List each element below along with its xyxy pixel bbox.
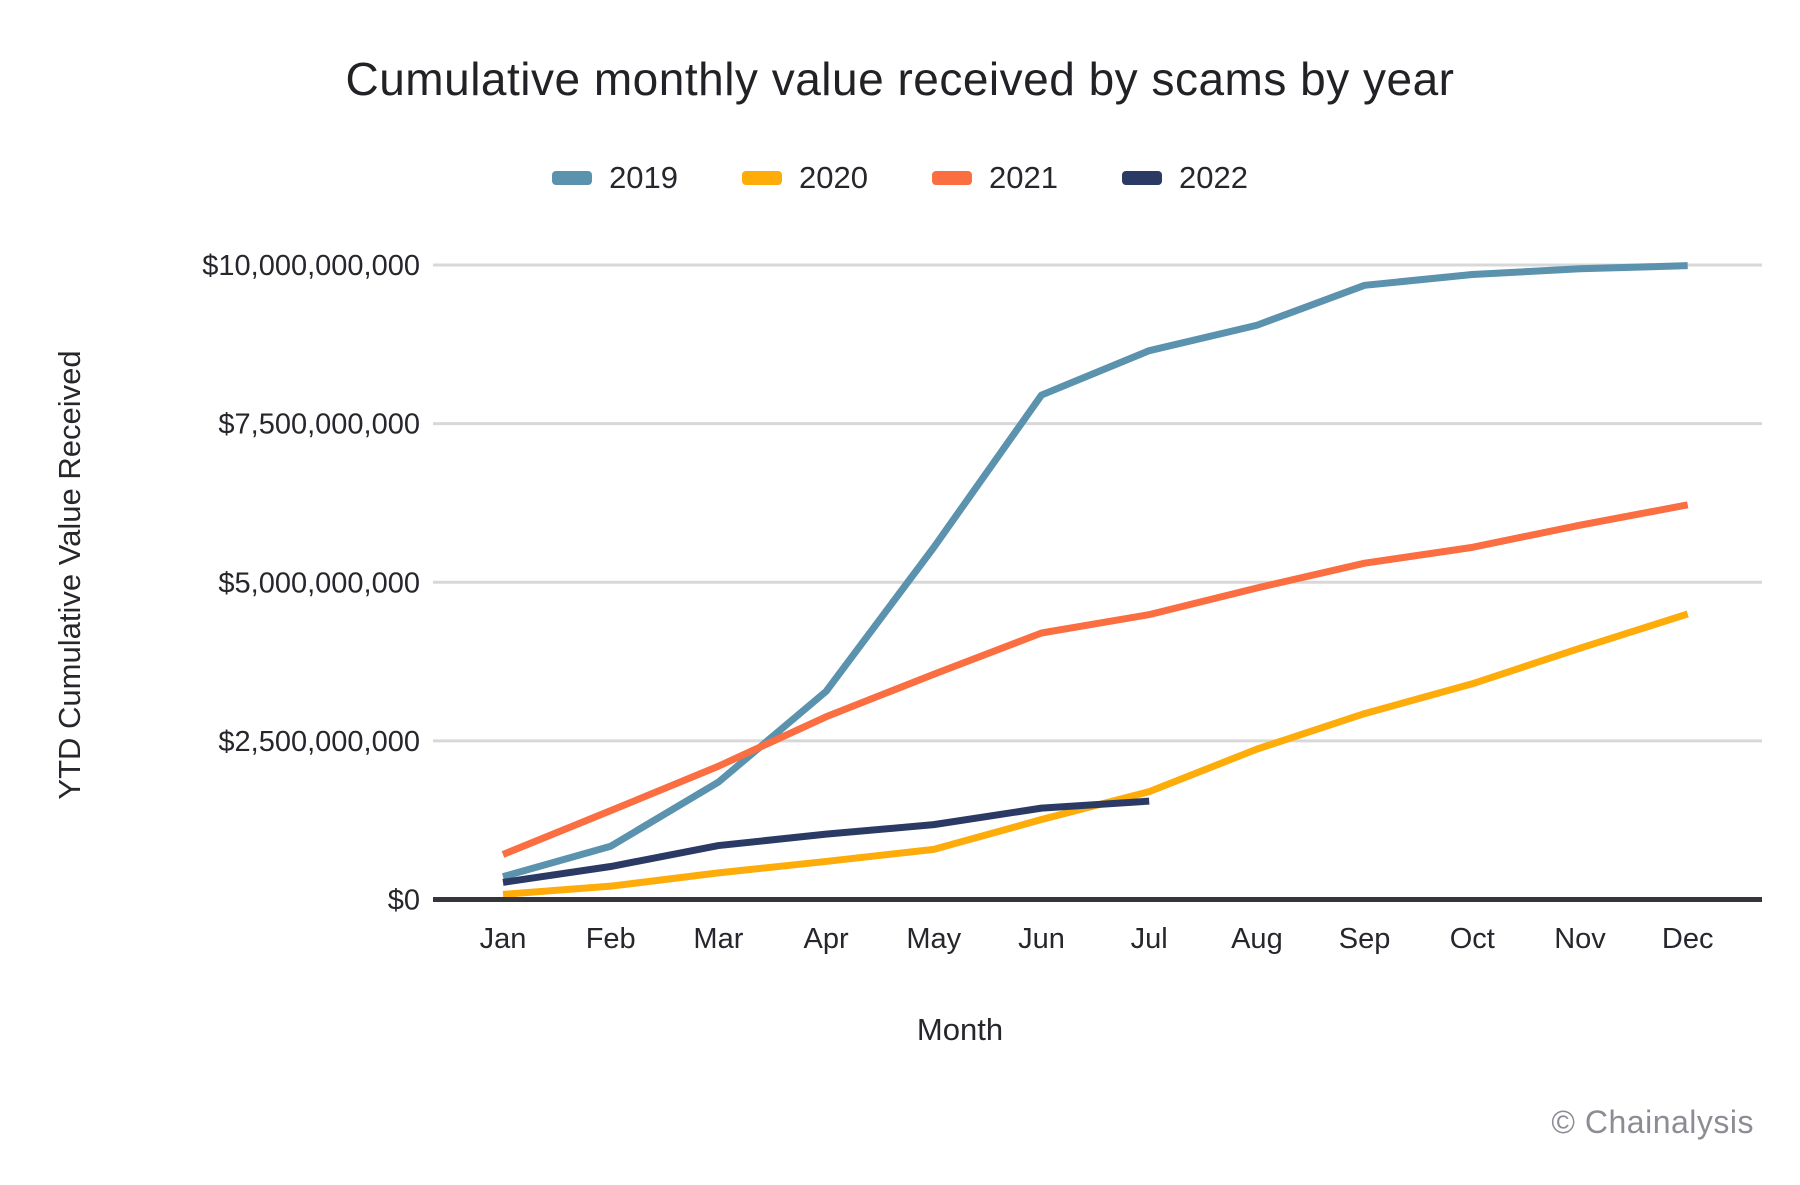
series-lines (501, 262, 1689, 898)
line-2019 (502, 262, 1688, 881)
y-tick-label: $2,500,000,000 (218, 726, 420, 758)
legend-swatch-2019 (552, 171, 593, 185)
legend-label-2021: 2021 (989, 160, 1058, 195)
y-tick-label: $10,000,000,000 (202, 250, 420, 282)
x-tick-label: Nov (1554, 923, 1606, 955)
legend-swatch-2022 (1121, 171, 1162, 185)
legend: 2019 2020 2021 2022 (0, 158, 1800, 198)
y-axis-tick-labels: $0 $2,500,000,000 $5,000,000,000 $7,500,000… (202, 250, 420, 917)
legend-swatch-2020 (742, 171, 783, 185)
x-tick-label: Jan (480, 923, 527, 955)
x-tick-label: Dec (1662, 923, 1714, 955)
legend-label-2019: 2019 (609, 160, 679, 195)
legend-item-2019: 2019 (552, 160, 678, 196)
x-tick-label: Feb (586, 923, 636, 955)
legend-label-2020: 2020 (799, 160, 868, 195)
legend-item-2021: 2021 (932, 160, 1058, 196)
y-tick-label: $7,500,000,000 (218, 409, 420, 441)
y-axis-title: YTD Cumulative Value Received (52, 350, 87, 800)
x-tick-label: May (906, 923, 961, 955)
x-axis-title: Month (916, 1012, 1004, 1047)
x-axis-tick-labels: Jan Feb Mar Apr May Jun Jul Aug Sep Oct Nov Dec (480, 923, 1714, 955)
chart-title: Cumulative monthly value received by sca… (345, 53, 1455, 105)
x-tick-label: Jun (1018, 923, 1065, 955)
line-2021 (501, 501, 1689, 858)
x-tick-label: Apr (804, 923, 849, 955)
x-tick-label: Jul (1131, 923, 1168, 955)
legend-item-2022: 2022 (1121, 160, 1248, 196)
legend-swatch-2021 (932, 171, 972, 185)
x-tick-label: Mar (693, 923, 743, 955)
line-2022 (502, 797, 1150, 886)
x-tick-label: Sep (1339, 923, 1391, 955)
gridlines (433, 263, 1762, 743)
y-tick-label: $5,000,000,000 (218, 567, 420, 599)
legend-label-2022: 2022 (1178, 160, 1248, 195)
y-tick-label: $0 (388, 885, 420, 917)
x-tick-label: Oct (1450, 923, 1495, 955)
legend-item-2020: 2020 (742, 160, 868, 196)
chainalysis-watermark: © Chainalysis (1551, 1104, 1754, 1140)
x-tick-label: Aug (1231, 923, 1283, 955)
